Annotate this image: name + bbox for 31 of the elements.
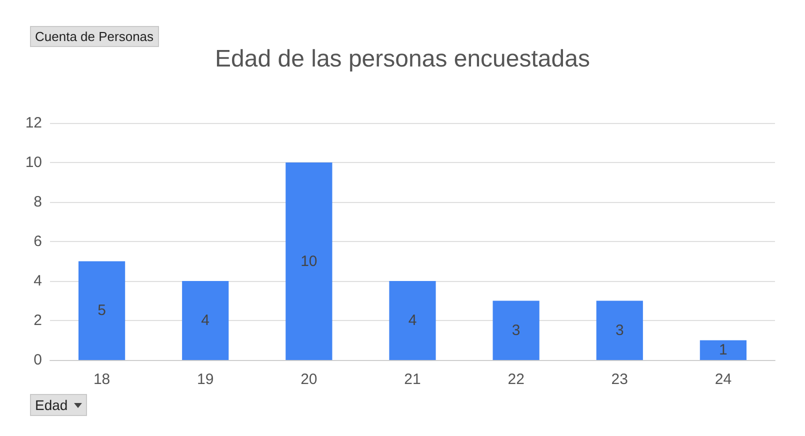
chart-title: Edad de las personas encuestadas	[215, 46, 590, 72]
bar	[182, 281, 229, 360]
x-tick-label: 24	[714, 371, 732, 388]
x-tick-label: 18	[93, 371, 110, 388]
bar	[596, 300, 643, 360]
bar	[389, 281, 436, 360]
y-tick-label: 8	[34, 194, 42, 210]
data-label: 4	[408, 312, 417, 329]
y-tick-label: 6	[34, 233, 42, 250]
x-tick-label: 19	[197, 371, 214, 388]
bar	[286, 162, 332, 360]
bar	[700, 340, 747, 360]
x-tick-label: 22	[508, 371, 524, 388]
data-label: 10	[300, 252, 318, 270]
data-label: 3	[512, 322, 520, 339]
data-label: 1	[719, 342, 728, 359]
x-tick-label: 23	[611, 371, 628, 388]
y-tick-label: 12	[25, 114, 42, 132]
y-tick-label: 2	[34, 312, 42, 329]
bar	[78, 261, 126, 360]
y-tick-label: 0	[34, 352, 42, 368]
data-label: 3	[615, 322, 624, 339]
x-tick-label: 21	[404, 371, 421, 388]
y-tick-label: 10	[25, 154, 42, 171]
y-tick-label: 4	[34, 272, 42, 290]
x-tick-label: 20	[300, 371, 318, 388]
x-axis-title: Edad	[35, 397, 68, 413]
data-label: 5	[98, 302, 106, 320]
data-label: 4	[201, 312, 210, 329]
text: Cuenta de Personas	[30, 26, 159, 47]
bar	[492, 300, 540, 360]
